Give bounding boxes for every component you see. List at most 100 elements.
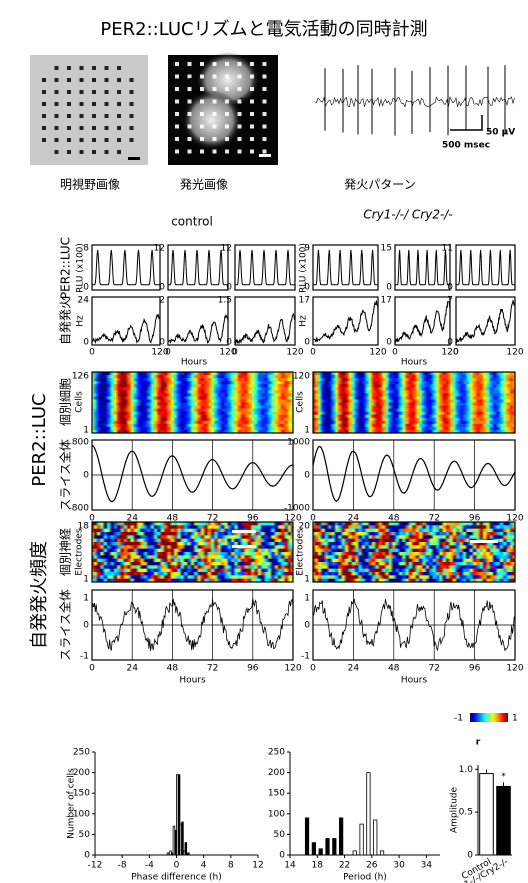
scale-bar [259, 154, 271, 157]
electrode-dot [263, 112, 267, 116]
heatmap-row [92, 559, 293, 563]
electrode-dot [175, 87, 179, 91]
label: 0 [159, 283, 165, 293]
electrode-dot [188, 62, 192, 66]
trace [313, 301, 378, 343]
label: 0 [447, 283, 453, 293]
electrode-dot [117, 78, 121, 82]
electrode-dot [117, 150, 121, 154]
electrode-dot [80, 102, 84, 106]
electrode-dot [130, 138, 134, 142]
electrode-dot [105, 150, 109, 154]
electrode-dot [67, 90, 71, 94]
label: 0 [83, 338, 89, 348]
heatmap-row [92, 555, 293, 559]
trace [313, 250, 378, 285]
electrode-dot [55, 114, 59, 118]
panel-frame [456, 245, 515, 290]
electrode-dot [250, 137, 254, 141]
label: 0 [386, 283, 392, 293]
vertical-label: Cells [75, 391, 85, 413]
label: 0 [386, 338, 392, 348]
heatmap-row [92, 565, 293, 569]
electrode-dot [188, 137, 192, 141]
electrode-dot [225, 150, 229, 154]
electrode-dot [238, 87, 242, 91]
heatmap-row [92, 418, 293, 421]
label: 0 [453, 348, 459, 358]
electrode-dot [250, 150, 254, 154]
heatmap-row [92, 552, 293, 556]
electrode-dot [213, 75, 217, 79]
electrode-dot [250, 112, 254, 116]
electrode-dot [238, 150, 242, 154]
electrode-dot [80, 138, 84, 142]
electrode-dot [67, 150, 71, 154]
electrode-dot [175, 125, 179, 129]
label: 発光画像 [180, 178, 228, 192]
trace [395, 250, 450, 285]
brightfield-image [30, 55, 148, 165]
electrode-dot [213, 125, 217, 129]
electrode-dot [213, 150, 217, 154]
label: 0 [226, 283, 232, 293]
panel-frame [313, 297, 378, 345]
electrode-dot [117, 138, 121, 142]
electrode-dot [130, 90, 134, 94]
heatmap-row [92, 529, 293, 533]
label: Hours [181, 358, 208, 368]
electrode-dot [263, 87, 267, 91]
label: 15 [381, 244, 392, 254]
electrode-dot [263, 62, 267, 66]
electrode-dot [42, 126, 46, 130]
electrode-dot [238, 137, 242, 141]
trace [235, 250, 295, 285]
electrode-dot [200, 87, 204, 91]
scale-bar [128, 157, 140, 160]
electrode-dot [42, 138, 46, 142]
electrode-dot [200, 150, 204, 154]
panel-frame [395, 297, 450, 345]
label: 50 µV [486, 128, 515, 138]
electrode-dot [130, 114, 134, 118]
label: 明視野画像 [60, 177, 120, 192]
electrode-dot [92, 66, 96, 70]
heatmap-row [92, 409, 293, 412]
electrode-dot [200, 62, 204, 66]
electrode-dot [200, 75, 204, 79]
electrode-dot [55, 150, 59, 154]
electrode-dot [250, 62, 254, 66]
trace [235, 314, 295, 343]
electrode-dot [80, 90, 84, 94]
electrode-dot [80, 126, 84, 130]
label: OC [179, 78, 192, 88]
label: 7 [447, 296, 453, 306]
vertical-label: 自発発火 [59, 297, 73, 345]
label: 3V [239, 98, 252, 108]
heatmap-row [92, 393, 293, 396]
electrode-dot [225, 87, 229, 91]
electrode-dot [130, 126, 134, 130]
figure: PER2::LUCリズムと電気活動の同時計測 OC3V50 µV500 msec… [0, 0, 528, 883]
trace [456, 250, 515, 285]
label: 800 [72, 438, 89, 448]
electrode-dot [213, 62, 217, 66]
electrode-dot [175, 112, 179, 116]
heatmap-row [92, 387, 293, 390]
label: 120 [506, 348, 523, 358]
electrode-dot [213, 112, 217, 116]
electrode-dot [42, 114, 46, 118]
electrode-dot [117, 114, 121, 118]
electrode-dot [42, 78, 46, 82]
label: 120 [286, 348, 303, 358]
label: 12 [221, 244, 232, 254]
electrode-dot [238, 125, 242, 129]
label: 0 [310, 348, 316, 358]
electrode-dot [42, 102, 46, 106]
electrode-dot [188, 87, 192, 91]
trace [92, 315, 160, 342]
label: 0 [392, 348, 398, 358]
electrode-dot [105, 126, 109, 130]
label: 0 [232, 348, 238, 358]
label: 1 [83, 426, 89, 436]
